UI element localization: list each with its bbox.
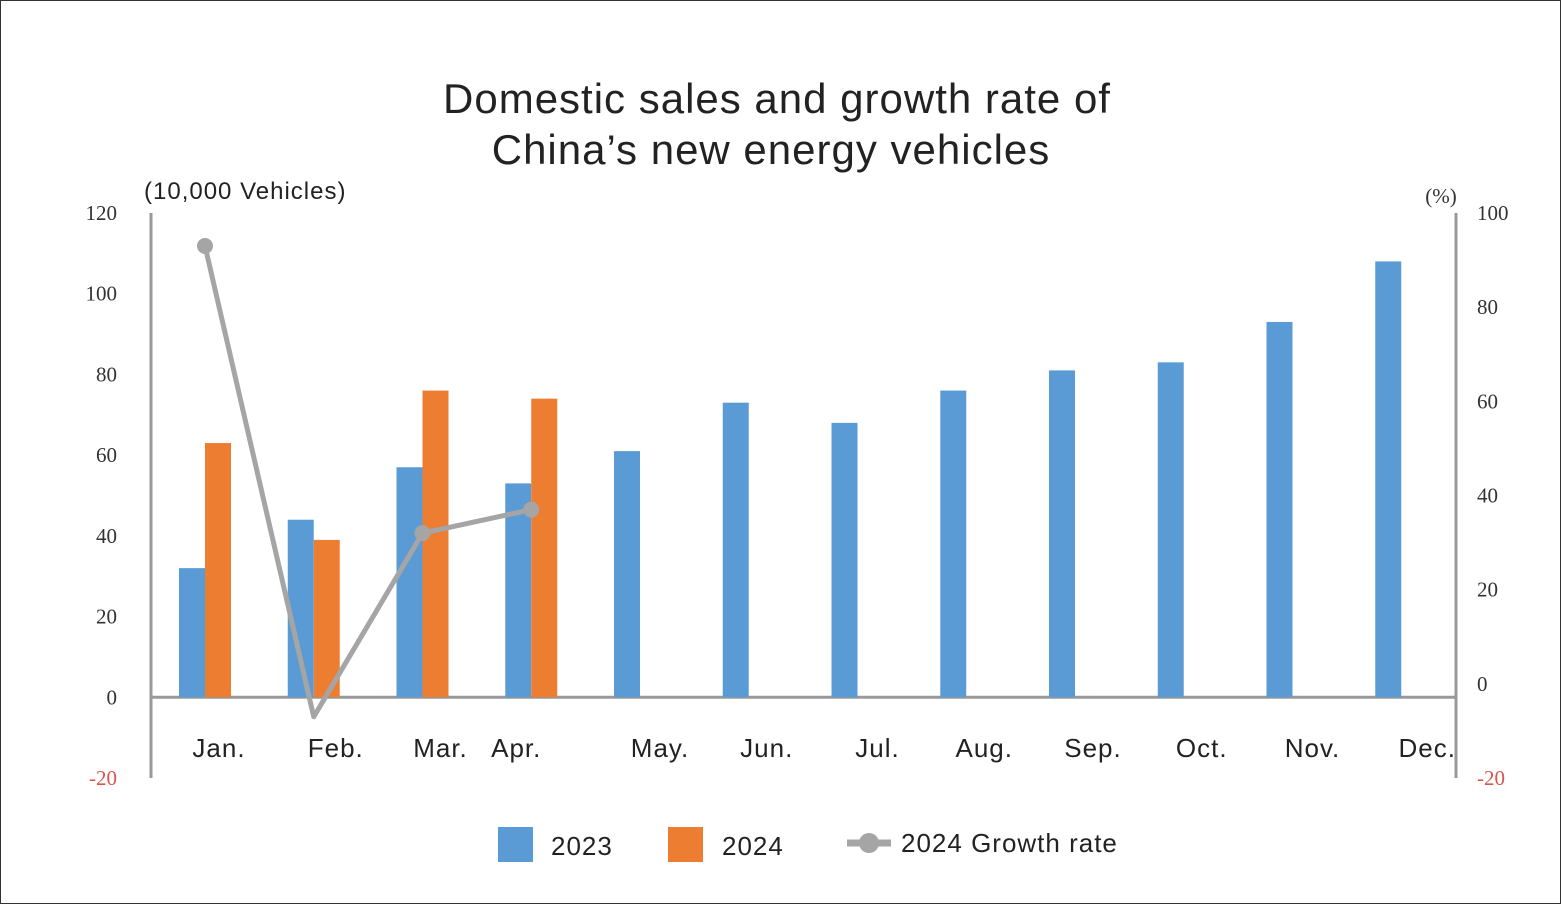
right-tick-label: 20 [1477,578,1498,602]
left-tick-label: 120 [86,201,118,225]
bar-2023-oct [1157,362,1184,698]
category-label-may: May. [631,733,689,763]
growth-point-jan [197,237,213,254]
left-tick-label: 40 [96,524,117,548]
left-tick-label: 60 [96,443,117,467]
left-axis-ticks: 120 100 80 60 40 20 0 -20 [86,201,118,790]
right-axis-unit: (%) [1425,184,1456,208]
right-tick-label: -20 [1477,766,1505,790]
left-tick-label: 20 [96,605,117,629]
bar-2023-dec [1375,261,1402,698]
category-label-dec: Dec. [1399,733,1456,763]
category-label-feb: Feb. [308,733,364,763]
legend-label-2023: 2023 [551,831,613,861]
bar-2023-jun [722,402,749,698]
legend-marker-growth [859,833,879,853]
bar-2024-mar [422,390,449,698]
category-label-jun: Jun. [740,733,793,763]
left-tick-label: 80 [96,362,117,386]
right-tick-label: 60 [1477,389,1498,413]
category-label-jan: Jan. [192,733,245,763]
category-label-aug: Aug. [956,733,1014,763]
left-axis-unit: (10,000 Vehicles) [144,178,346,205]
legend: 2023 2024 2024 Growth rate [498,827,1118,862]
category-label-mar: Mar. [413,733,468,763]
bar-2024-jan [205,443,231,698]
category-labels: Jan. Feb. Mar. Apr. May. Jun. Jul. Aug. Sep. Oct.… [192,733,1456,763]
bar-2023-aug [940,390,967,698]
right-tick-label: 80 [1477,295,1498,319]
growth-point-mar [414,525,431,542]
chart-title-line-2: China’s new energy vehicles [492,126,1051,173]
chart-title-line-1: Domestic sales and growth rate of [443,75,1111,122]
bar-2023-sep [1049,370,1075,698]
bar-2024-apr [531,398,558,698]
left-tick-label: 0 [107,685,118,709]
left-tick-label: -20 [89,766,117,790]
bar-2023-mar [396,467,423,698]
right-tick-label: 0 [1477,672,1488,696]
bar-2023-apr [505,483,532,698]
bar-2024-feb [313,539,340,698]
growth-line [202,245,532,720]
growth-point-apr [523,501,540,518]
bar-2023-may [614,451,640,698]
category-label-oct: Oct. [1176,733,1228,763]
category-label-sep: Sep. [1064,733,1122,763]
right-axis-ticks: 100 80 60 40 20 0 -20 [1477,201,1509,790]
right-tick-label: 100 [1477,201,1509,225]
right-tick-label: 40 [1477,484,1498,508]
bar-2023-jan [179,568,205,698]
category-label-nov: Nov. [1285,733,1341,763]
legend-swatch-2024 [668,827,703,862]
axes [149,213,1458,778]
bar-2023-nov [1266,321,1293,698]
category-label-jul: Jul. [855,733,899,763]
growth-line-series [197,237,540,720]
bar-2023-jul [831,422,858,698]
legend-label-growth: 2024 Growth rate [901,828,1118,858]
category-label-apr: Apr. [491,733,541,763]
legend-swatch-2023 [498,827,533,862]
left-tick-label: 100 [86,282,118,306]
legend-label-2024: 2024 [722,831,784,861]
bars [179,261,1402,698]
